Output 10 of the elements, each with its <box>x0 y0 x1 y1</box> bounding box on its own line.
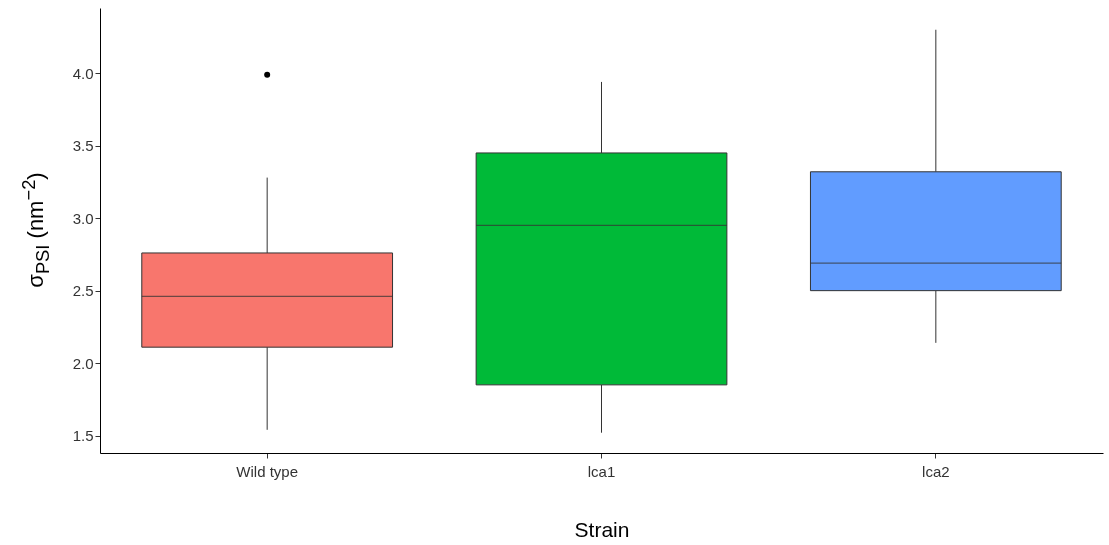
x-tick-label: lca1 <box>587 462 616 480</box>
y-tick-label: 2.0 <box>72 354 94 372</box>
y-tick-label: 3.0 <box>72 209 94 227</box>
x-tick-label: Wild type <box>236 462 299 480</box>
y-tick-label: 3.5 <box>72 137 94 155</box>
y-tick-label: 1.5 <box>72 427 94 445</box>
y-tick-label: 4.0 <box>72 64 94 82</box>
x-axis-title: Strain <box>574 517 630 541</box>
x-tick-label: lca2 <box>922 462 950 480</box>
y-tick-label: 2.5 <box>72 282 94 300</box>
